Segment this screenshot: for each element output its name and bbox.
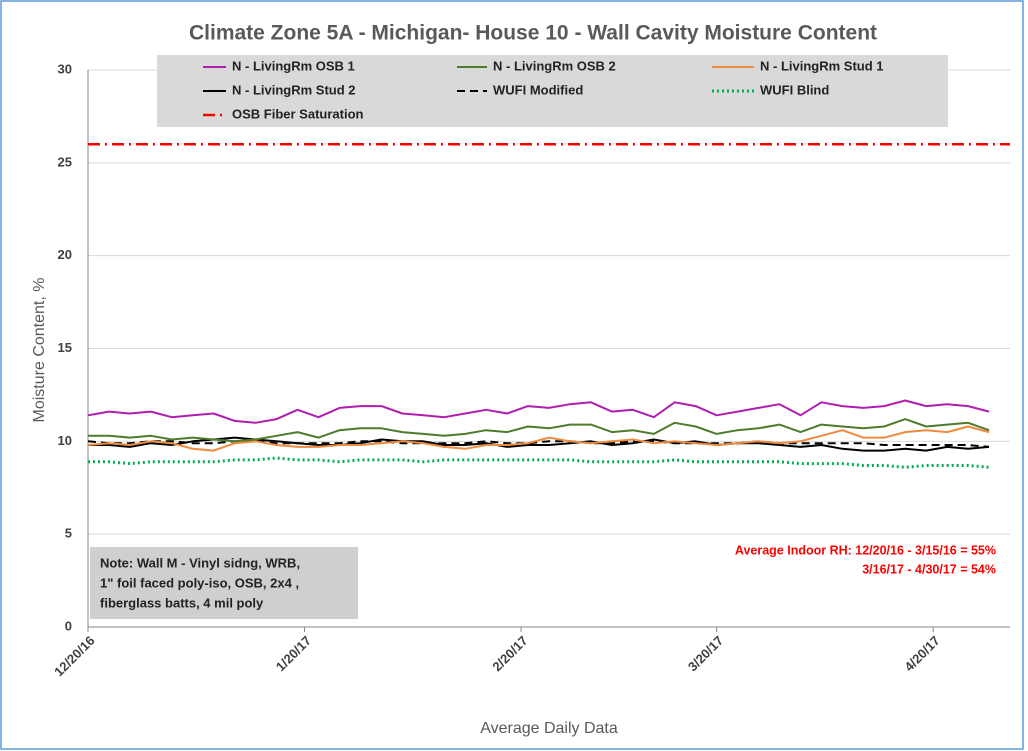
series-line [88, 456, 990, 469]
legend-label: N - LivingRm Stud 2 [232, 82, 356, 97]
legend-label: N - LivingRm OSB 1 [232, 58, 355, 73]
series-line [88, 418, 990, 443]
legend-box [157, 55, 948, 127]
note-text: 1" foil faced poly-iso, OSB, 2x4 , [100, 575, 299, 590]
legend-label: WUFI Modified [493, 82, 583, 97]
rh-annotation: Average Indoor RH: 12/20/16 - 3/15/16 = … [735, 543, 996, 557]
series-line [87, 425, 990, 452]
y-tick-label: 5 [65, 526, 72, 541]
note-text: Note: Wall M - Vinyl sidng, WRB, [100, 555, 300, 570]
legend-label: WUFI Blind [760, 82, 829, 97]
x-axis-label: Average Daily Data [480, 720, 618, 737]
legend-label: OSB Fiber Saturation [232, 106, 364, 121]
legend-label: N - LivingRm Stud 1 [760, 58, 884, 73]
y-tick-label: 0 [65, 618, 72, 633]
legend-label: N - LivingRm OSB 2 [493, 58, 616, 73]
y-tick-label: 10 [58, 433, 72, 448]
note-text: fiberglass batts, 4 mil poly [100, 595, 264, 610]
y-tick-label: 25 [58, 154, 72, 169]
y-tick-label: 15 [58, 340, 72, 355]
rh-annotation: 3/16/17 - 4/30/17 = 54% [862, 562, 996, 576]
note-box [90, 547, 358, 619]
series-line [88, 436, 990, 452]
y-tick-label: 20 [58, 247, 72, 262]
y-tick-label: 30 [58, 61, 72, 76]
chart-title: Climate Zone 5A - Michigan- House 10 - W… [189, 22, 877, 45]
series-line [87, 399, 990, 424]
y-axis-label: Moisture Content, % [31, 278, 48, 423]
